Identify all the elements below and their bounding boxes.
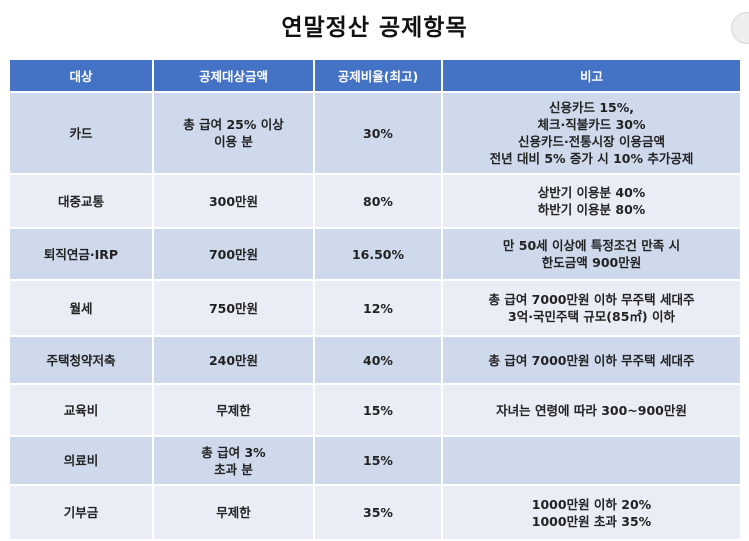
table-row: 퇴직연금·IRP 700만원 16.50% 만 50세 이상에 특정조건 만족 … [10, 228, 740, 281]
cell-note: 총 급여 7000만원 이하 무주택 세대주 3억·국민주택 규모(85㎡) 이하 [442, 280, 740, 337]
cell-amount: 240만원 [153, 336, 315, 385]
table-header-row: 대상 공제대상금액 공제비율(최고) 비고 [10, 60, 740, 93]
cell-note: 상반기 이용분 40% 하반기 이용분 80% [442, 174, 740, 229]
cell-note: 만 50세 이상에 특정조건 만족 시 한도금액 900만원 [442, 228, 740, 281]
deduction-table: 대상 공제대상금액 공제비율(최고) 비고 카드 총 급여 25% 이상 이용 분… [10, 60, 740, 541]
cell-note: 총 급여 7000만원 이하 무주택 세대주 [442, 336, 740, 385]
cell-rate: 40% [314, 336, 443, 385]
table-row: 카드 총 급여 25% 이상 이용 분 30% 신용카드 15%, 체크·직불카드 … [10, 92, 740, 175]
cell-amount: 무제한 [153, 384, 315, 437]
cell-target: 기부금 [10, 485, 154, 541]
cell-target: 월세 [10, 280, 154, 337]
header-amount: 공제대상금액 [153, 60, 315, 93]
header-note: 비고 [442, 60, 740, 93]
cell-amount: 총 급여 3% 초과 분 [153, 436, 315, 486]
cell-target: 대중교통 [10, 174, 154, 229]
cell-target: 퇴직연금·IRP [10, 228, 154, 281]
cell-note: 신용카드 15%, 체크·직불카드 30% 신용카드·전통시장 이용금액 전년 대비 … [442, 92, 740, 175]
cell-note: 자녀는 연령에 따라 300~900만원 [442, 384, 740, 437]
cell-amount: 무제한 [153, 485, 315, 541]
cell-rate: 15% [314, 384, 443, 437]
table-row: 대중교통 300만원 80% 상반기 이용분 40% 하반기 이용분 80% [10, 174, 740, 229]
cell-rate: 30% [314, 92, 443, 175]
cell-rate: 15% [314, 436, 443, 486]
table-row: 의료비 총 급여 3% 초과 분 15% [10, 436, 740, 486]
page-title: 연말정산 공제항목 [281, 15, 468, 41]
cell-note [442, 436, 740, 486]
cell-rate: 80% [314, 174, 443, 229]
cell-target: 카드 [10, 92, 154, 175]
cell-target: 교육비 [10, 384, 154, 437]
cell-amount: 750만원 [153, 280, 315, 337]
header-target: 대상 [10, 60, 154, 93]
cell-note: 1000만원 이하 20% 1000만원 초과 35% [442, 485, 740, 541]
table-row: 교육비 무제한 15% 자녀는 연령에 따라 300~900만원 [10, 384, 740, 437]
table-row: 기부금 무제한 35% 1000만원 이하 20% 1000만원 초과 35% [10, 485, 740, 541]
table-row: 주택청약저축 240만원 40% 총 급여 7000만원 이하 무주택 세대주 [10, 336, 740, 385]
cell-rate: 12% [314, 280, 443, 337]
cell-amount: 700만원 [153, 228, 315, 281]
cell-amount: 총 급여 25% 이상 이용 분 [153, 92, 315, 175]
header-rate: 공제비율(최고) [314, 60, 443, 93]
cell-target: 주택청약저축 [10, 336, 154, 385]
table-row: 월세 750만원 12% 총 급여 7000만원 이하 무주택 세대주 3억·국민… [10, 280, 740, 337]
cell-rate: 35% [314, 485, 443, 541]
cell-target: 의료비 [10, 436, 154, 486]
cell-amount: 300만원 [153, 174, 315, 229]
cell-rate: 16.50% [314, 228, 443, 281]
